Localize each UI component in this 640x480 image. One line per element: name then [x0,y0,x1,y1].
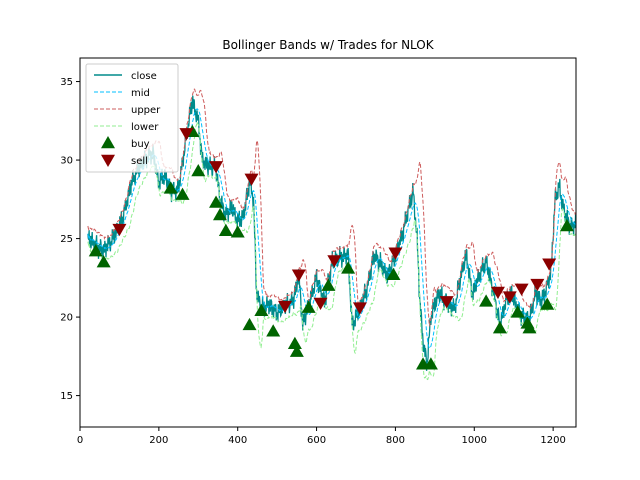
sell-marker [388,247,403,260]
buy-marker [321,278,336,291]
buy-marker [492,321,507,334]
buy-marker [301,300,316,313]
buy-marker [230,225,245,238]
buy-marker [522,321,537,334]
legend-sell-swatch [101,154,115,167]
sell-marker [327,255,342,268]
legend-buy-label: buy [131,139,150,150]
buy-marker [289,344,304,357]
sell-marker [291,269,306,282]
buy-marker [341,261,356,274]
plot-frame [79,57,577,428]
legend-lower-label: lower [131,122,159,133]
x-tick-label: 1200 [540,435,565,446]
x-tick-label: 600 [307,435,326,446]
x-axis: 0 200 400 600 800 1000 1200 [77,427,566,446]
sell-marker [439,296,454,309]
buy-marker [287,336,302,350]
buy-marker [96,255,111,268]
legend: close mid upper lower buy sell [85,63,179,173]
x-tick-label: 800 [386,435,405,446]
legend-buy-swatch [101,136,115,149]
close-line [87,95,576,371]
sell-marker [313,297,328,310]
legend-upper-label: upper [131,105,161,116]
mid-line [87,108,576,349]
buy-marker [386,267,401,280]
sell-marker [244,173,259,186]
y-tick-label: 25 [60,234,73,245]
sell-marker [278,300,293,314]
y-axis: 15 20 25 30 35 [60,77,80,402]
buy-marker [175,187,190,200]
buy-marker [212,208,227,221]
buy-marker [242,317,257,331]
marker-layer [88,124,574,370]
buy-marker [254,303,269,317]
buy-marker [218,223,233,236]
x-tick-label: 200 [149,435,168,446]
sell-marker [514,283,529,296]
buy-marker [423,357,438,370]
legend-mid-label: mid [131,88,150,99]
buy-marker [540,297,555,310]
y-tick-label: 15 [60,391,73,402]
buy-marker [266,324,281,337]
buy-marker [163,181,178,194]
legend-close-label: close [131,71,157,82]
sell-marker [490,286,505,299]
sell-marker [179,128,194,141]
sell-marker [352,302,367,315]
x-tick-label: 0 [77,435,83,446]
buy-marker [510,305,525,318]
buy-marker [479,294,494,307]
sell-marker [502,291,517,304]
sell-marker [530,278,545,292]
x-tick-label: 400 [228,435,247,446]
buy-marker [559,219,574,232]
legend-sell-label: sell [131,156,148,167]
y-tick-label: 20 [60,313,73,324]
buy-marker [191,164,206,177]
buy-marker [209,195,224,208]
sell-marker [542,258,557,271]
sell-marker [209,161,224,174]
y-tick-label: 35 [60,77,73,88]
x-tick-label: 1000 [462,435,487,446]
y-tick-label: 30 [60,156,73,167]
buy-marker [88,244,103,257]
chart-title: Bollinger Bands w/ Trades for NLOK [222,38,434,52]
sell-marker [112,223,127,237]
